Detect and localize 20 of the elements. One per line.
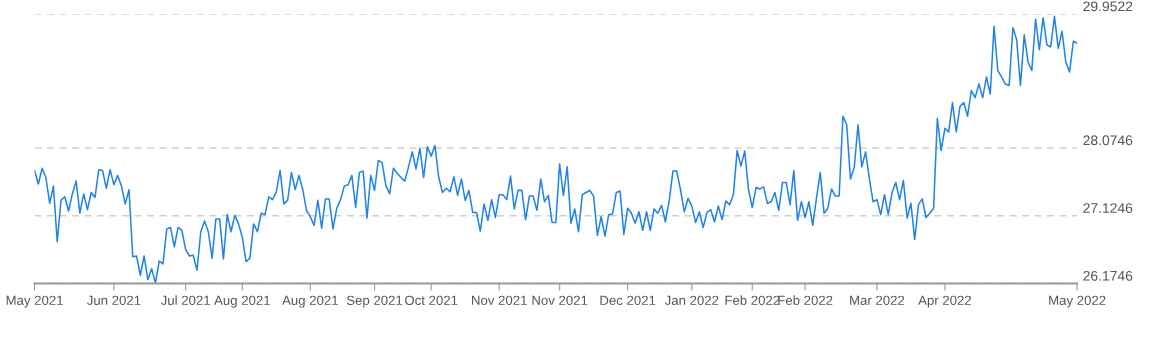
x-tick-label: Jan 2022 — [664, 295, 719, 305]
x-tick-label: Dec 2021 — [600, 295, 656, 305]
x-tick-label: Nov 2021 — [472, 295, 527, 305]
x-tick-label: Mar 2022 — [850, 295, 905, 305]
y-tick-label: 29.9522 — [1083, 1, 1133, 12]
x-tick-label: Jul 2021 — [160, 295, 210, 305]
y-tick-label: 26.1746 — [1083, 270, 1133, 281]
x-tick-label: Feb 2022 — [725, 295, 780, 305]
x-tick-label: Nov 2021 — [532, 295, 588, 305]
x-tick-label: Aug 2021 — [214, 295, 270, 308]
x-tick-label: Jun 2021 — [86, 295, 141, 305]
x-tick-label: Oct 2021 — [405, 295, 458, 305]
x-tick-label: May 2021 — [6, 295, 63, 308]
y-tick-label: 27.1246 — [1083, 203, 1133, 213]
x-tick-label: Aug 2021 — [282, 295, 338, 308]
x-tick-label: May 2022 — [1049, 295, 1106, 308]
x-tick-label: Apr 2022 — [918, 295, 972, 308]
x-tick-label: Feb 2022 — [778, 295, 833, 305]
x-tick-label: Sep 2021 — [346, 295, 403, 308]
y-tick-label: 28.0746 — [1083, 135, 1133, 146]
